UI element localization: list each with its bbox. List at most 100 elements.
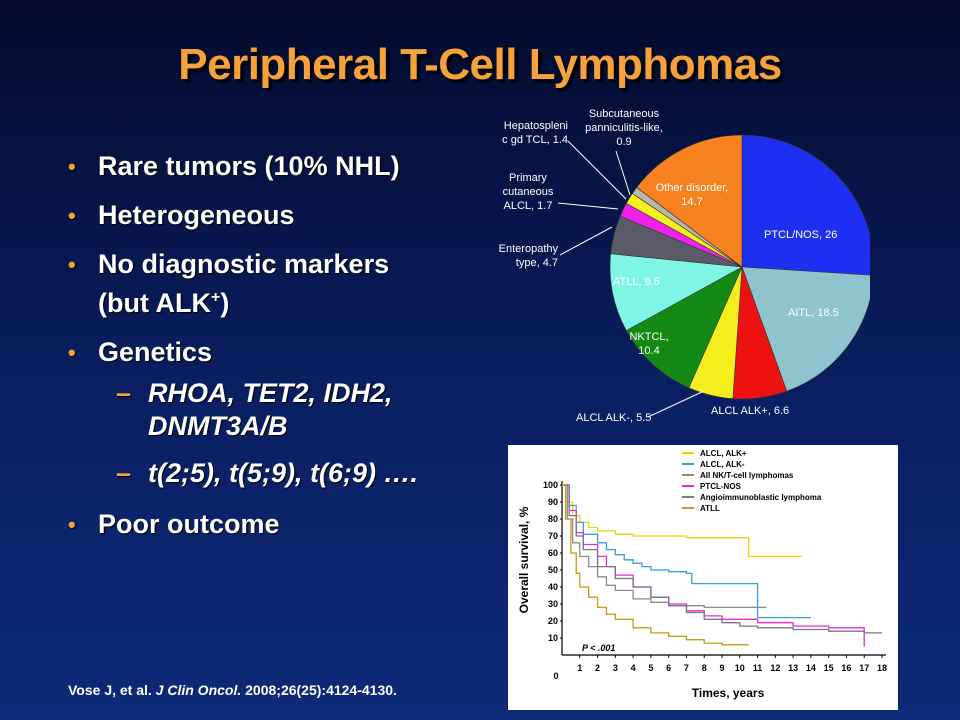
y-tick-label: 90 [548, 497, 558, 507]
leader-hepatosplenic [567, 140, 627, 200]
x-tick-label: 17 [859, 663, 869, 673]
x-tick-label: 18 [877, 663, 887, 673]
bullet-text: ) [220, 288, 230, 318]
y-tick-label: 10 [548, 633, 558, 643]
x-tick-label: 8 [702, 663, 707, 673]
pie-label-primary-cutaneous-3: ALCL, 1.7 [504, 200, 553, 212]
survival-legend: ALCL, ALK+ ALCL, ALK- All NK/T-cell lympho… [682, 449, 822, 513]
bullet-genetics: • Genetics [68, 336, 488, 369]
x-tick-label: 15 [824, 663, 834, 673]
pie-label-other-2: 14.7 [681, 196, 702, 208]
dash-icon: – [116, 378, 132, 408]
x-tick-label: 6 [666, 663, 671, 673]
survival-line-2 [562, 484, 767, 609]
bullet-text: Heterogeneous [98, 200, 295, 230]
x-tick-label: 2 [595, 663, 600, 673]
bullet-dot-icon: • [68, 203, 76, 228]
pie-label-aitl: AITL, 18.5 [788, 307, 839, 319]
legend-entry: ATLL [700, 504, 720, 513]
bullet-text: (but ALK [98, 288, 211, 318]
bullet-dot-icon: • [68, 512, 76, 537]
sub-bullet-genes: – RHOA, TET2, IDH2, DNMT3A/B [68, 377, 488, 443]
ref-journal: J Clin Oncol. [155, 682, 242, 698]
superscript-plus: + [210, 289, 221, 306]
leader-primary-cutaneous [557, 202, 619, 210]
pie-label-other-1: Other disorder, [656, 182, 729, 194]
legend-entry: Angioimmunoblastic lymphoma [700, 493, 822, 502]
p-value-annotation: P < .001 [582, 643, 615, 653]
sub-bullet-translocations: – t(2;5), t(5;9), t(6;9) …. [68, 457, 488, 490]
bullet-dot-icon: • [68, 154, 76, 179]
survival-line-4 [562, 484, 882, 634]
pie-label-primary-cutaneous-2: cutaneous [503, 186, 554, 198]
y-tick-label: 70 [548, 531, 558, 541]
pie-label-alcl-alk-pos: ALCL ALK+, 6.6 [711, 405, 789, 417]
bullet-heterogeneous: • Heterogeneous [68, 199, 488, 232]
bullet-dot-icon: • [68, 340, 76, 365]
x-tick-label: 13 [788, 663, 798, 673]
survival-line-1 [562, 484, 811, 619]
y-tick-label: 30 [548, 599, 558, 609]
pie-label-nktcl-1: NKTCL, [629, 331, 668, 343]
pie-label-subcutaneous-1: Subcutaneous [589, 108, 660, 120]
pie-labels: PTCL/NOS, 26 AITL, 18.5 ALCL ALK+, 6.6 A… [499, 108, 839, 424]
x-axis-label: Times, years [692, 686, 765, 700]
leader-subcutaneous [615, 150, 631, 196]
legend-entry: All NK/T-cell lymphomas [700, 471, 794, 480]
km-chart-background [508, 445, 898, 710]
x-tick-label: 12 [770, 663, 780, 673]
pie-slice-0 [741, 134, 870, 276]
x-tick-label: 0 [553, 671, 558, 681]
y-tick-label: 100 [543, 480, 558, 490]
x-tick-label: 10 [735, 663, 745, 673]
y-tick-label: 40 [548, 582, 558, 592]
bullet-text: Rare tumors (10% NHL) [98, 151, 400, 181]
y-tick-label: 80 [548, 514, 558, 524]
slide-title: Peripheral T-Cell Lymphomas [178, 40, 782, 89]
leader-alcl-alk-neg [647, 390, 705, 418]
survival-line-5 [562, 484, 749, 646]
pie-slice-10 [636, 134, 743, 268]
bullet-poor-outcome: • Poor outcome [68, 508, 488, 541]
x-tick-label: 11 [753, 663, 763, 673]
bullet-rare-tumors: • Rare tumors (10% NHL) [68, 150, 488, 183]
bullet-text: Genetics [98, 337, 213, 367]
y-axis-label: Overall survival, % [517, 506, 531, 613]
pie-slice-1 [741, 266, 870, 392]
pie-label-ptcl-nos: PTCL/NOS, 26 [764, 229, 837, 241]
pie-slice-4 [625, 266, 743, 389]
pie-slices [609, 134, 870, 400]
pie-label-subcutaneous-2: panniculitis-like, [585, 122, 663, 134]
x-tick-label: 7 [684, 663, 689, 673]
y-tick-label: 50 [548, 565, 558, 575]
pie-label-atll: ATLL, 9.6 [613, 276, 660, 288]
legend-entry: PTCL-NOS [700, 482, 742, 491]
x-tick-label: 4 [631, 663, 636, 673]
bullet-no-diagnostic-markers: • No diagnostic markers (but ALK+) [68, 248, 488, 320]
legend-entry: ALCL, ALK- [700, 460, 745, 469]
x-tick-label: 1 [577, 663, 582, 673]
pie-chart: PTCL/NOS, 26 AITL, 18.5 ALCL ALK+, 6.6 A… [499, 108, 870, 424]
x-tick-label: 3 [613, 663, 618, 673]
sub-bullet-text: DNMT3A/B [148, 411, 288, 441]
ref-authors: Vose J, et al. [68, 682, 156, 698]
x-tick-label: 16 [841, 663, 851, 673]
dash-icon: – [116, 458, 132, 488]
y-tick-label: 60 [548, 548, 558, 558]
survival-lines [562, 484, 882, 647]
pie-label-nktcl-2: 10.4 [638, 345, 659, 357]
leader-enteropathy [559, 226, 613, 256]
pie-leader-lines [557, 140, 705, 418]
pie-label-enteropathy-2: type, 4.7 [516, 257, 558, 269]
x-tick-label: 5 [648, 663, 653, 673]
bullet-text: Poor outcome [98, 509, 280, 539]
bullet-list: • Rare tumors (10% NHL) • Heterogeneous … [68, 150, 488, 557]
pie-label-hepatosplenic-2: c gd TCL, 1.4 [502, 134, 568, 146]
pie-label-alcl-alk-neg: ALCL ALK-, 5.5 [576, 412, 651, 424]
pie-label-primary-cutaneous-1: Primary [509, 172, 547, 184]
x-tick-label: 14 [806, 663, 816, 673]
reference-citation: Vose J, et al. J Clin Oncol. 2008;26(25)… [68, 682, 397, 698]
survival-line-0 [562, 484, 802, 558]
pie-slice-5 [609, 253, 743, 331]
